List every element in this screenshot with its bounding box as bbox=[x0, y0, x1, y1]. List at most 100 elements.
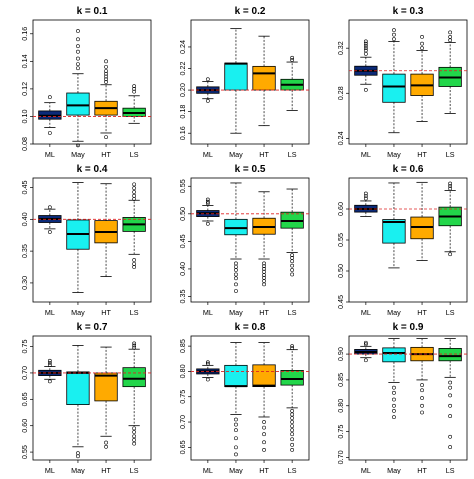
plot-frame bbox=[190, 19, 310, 145]
box-ht bbox=[252, 191, 276, 287]
x-category-label: LS bbox=[288, 150, 297, 159]
box-may bbox=[66, 182, 90, 293]
y-tick-label: 0.30 bbox=[20, 276, 29, 290]
box-rect bbox=[66, 371, 90, 405]
box-ls bbox=[122, 84, 146, 124]
outlier-point bbox=[363, 194, 368, 198]
outlier-point bbox=[290, 263, 295, 268]
outlier-point bbox=[448, 30, 453, 35]
x-category-label: HT bbox=[259, 150, 269, 159]
outlier-point bbox=[132, 343, 137, 348]
x-category-label: HT bbox=[417, 466, 427, 474]
x-category-label: May bbox=[229, 150, 243, 159]
box-ml bbox=[38, 95, 62, 135]
x-category-label: May bbox=[387, 150, 401, 159]
box-ht bbox=[410, 338, 434, 415]
outlier-point bbox=[420, 388, 424, 393]
outlier-point bbox=[290, 437, 295, 442]
x-category-label: May bbox=[71, 150, 85, 159]
x-category-label: ML bbox=[203, 308, 213, 317]
outlier-point bbox=[290, 420, 295, 424]
outlier-point bbox=[392, 415, 396, 420]
box-ls bbox=[122, 182, 146, 269]
box-rect bbox=[382, 73, 406, 103]
outlier-point bbox=[290, 432, 295, 437]
outlier-point bbox=[47, 95, 52, 100]
box-ml bbox=[354, 39, 378, 92]
outlier-point bbox=[448, 181, 453, 186]
y-tick-label: 0.70 bbox=[336, 450, 345, 464]
outlier-point bbox=[234, 264, 238, 269]
outlier-point bbox=[104, 440, 108, 445]
panel-title: k = 0.5 bbox=[235, 164, 266, 175]
panel-title: k = 0.4 bbox=[77, 164, 108, 175]
outlier-point bbox=[76, 49, 80, 54]
outlier-point bbox=[262, 267, 266, 271]
outlier-point bbox=[234, 436, 238, 441]
outlier-point bbox=[448, 252, 453, 257]
outlier-point bbox=[363, 191, 368, 196]
outlier-point bbox=[363, 87, 368, 92]
outlier-point bbox=[132, 182, 137, 187]
y-tick-label: 0.45 bbox=[336, 295, 345, 309]
x-category-label: LS bbox=[130, 466, 139, 474]
outlier-point bbox=[420, 41, 424, 46]
plot-frame bbox=[348, 335, 468, 461]
outlier-point bbox=[132, 345, 137, 350]
outlier-point bbox=[132, 426, 137, 431]
box-rect bbox=[224, 364, 248, 388]
outlier-point bbox=[132, 438, 137, 442]
panel-title: k = 0.9 bbox=[393, 322, 424, 333]
outlier-point bbox=[76, 56, 80, 61]
outlier-point bbox=[290, 55, 295, 60]
outlier-point bbox=[104, 444, 108, 449]
x-category-label: May bbox=[71, 466, 85, 474]
x-category-label: LS bbox=[288, 466, 297, 474]
outlier-point bbox=[290, 424, 295, 428]
y-tick-label: 0.16 bbox=[20, 27, 29, 41]
y-tick-label: 0.45 bbox=[178, 234, 187, 248]
outlier-point bbox=[363, 44, 368, 48]
outlier-point bbox=[132, 84, 137, 89]
outlier-point bbox=[290, 253, 295, 258]
outlier-point bbox=[363, 39, 368, 44]
outlier-point bbox=[205, 77, 210, 82]
x-category-label: May bbox=[71, 308, 85, 317]
y-tick-label: 0.45 bbox=[20, 181, 29, 195]
outlier-point bbox=[290, 346, 295, 351]
plot-frame bbox=[32, 177, 152, 303]
outlier-point bbox=[290, 447, 295, 452]
y-tick-label: 0.10 bbox=[20, 109, 29, 123]
y-tick-label: 0.12 bbox=[20, 82, 29, 96]
outlier-point bbox=[363, 46, 368, 51]
x-category-label: ML bbox=[361, 308, 371, 317]
x-category-label: HT bbox=[101, 150, 111, 159]
outlier-point bbox=[262, 420, 266, 424]
y-tick-label: 0.32 bbox=[336, 41, 345, 55]
outlier-point bbox=[47, 131, 52, 135]
x-category-label: LS bbox=[446, 150, 455, 159]
outlier-point bbox=[290, 268, 295, 272]
outlier-point bbox=[420, 410, 424, 415]
box-ml bbox=[354, 340, 378, 363]
box-ml bbox=[196, 197, 220, 226]
outlier-point bbox=[262, 279, 266, 283]
y-tick-label: 0.40 bbox=[20, 212, 29, 226]
outlier-point bbox=[363, 41, 368, 46]
outlier-point bbox=[262, 264, 266, 269]
box-ht bbox=[410, 181, 434, 261]
box-may bbox=[224, 28, 248, 134]
outlier-point bbox=[290, 428, 295, 433]
y-tick-label: 0.70 bbox=[20, 366, 29, 380]
y-tick-label: 0.24 bbox=[178, 40, 187, 54]
outlier-point bbox=[76, 29, 80, 33]
outlier-point bbox=[420, 35, 424, 39]
x-category-label: HT bbox=[417, 308, 427, 317]
x-category-label: ML bbox=[45, 150, 55, 159]
outlier-point bbox=[76, 454, 80, 459]
outlier-point bbox=[47, 358, 52, 363]
box-ls bbox=[438, 30, 462, 114]
chart-panel: k = 0.1 0.08 0.10 0.12 0.14 0.16 ML May HT LS bbox=[20, 6, 152, 159]
outlier-point bbox=[205, 201, 210, 206]
y-tick-label: 0.20 bbox=[178, 83, 187, 97]
